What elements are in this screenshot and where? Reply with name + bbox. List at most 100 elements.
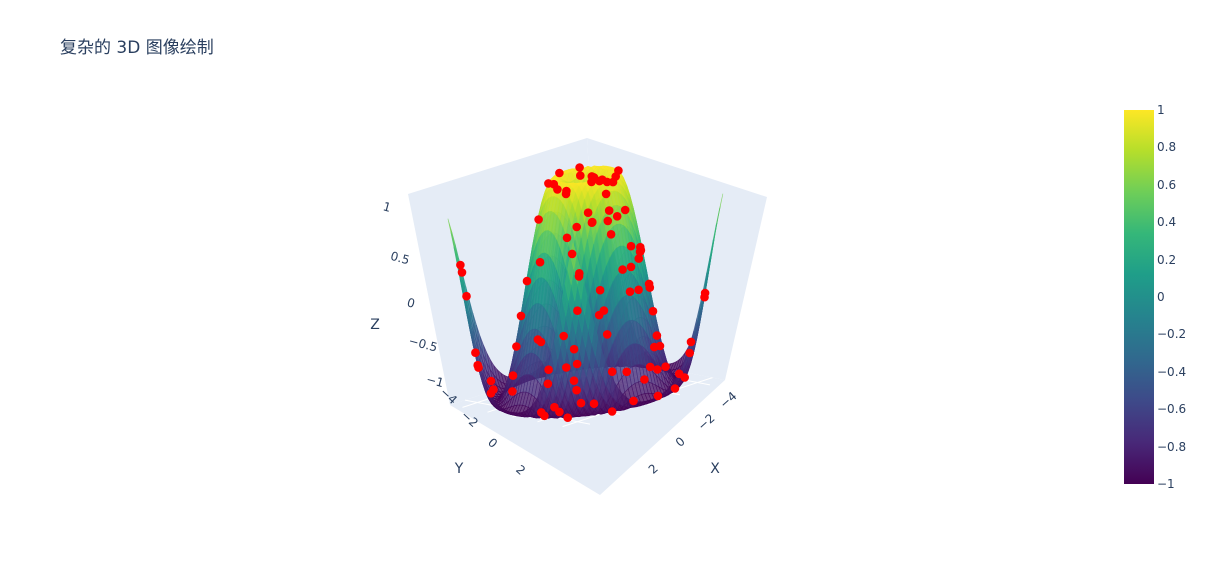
- scatter-point[interactable]: [569, 376, 579, 386]
- scatter-point[interactable]: [562, 233, 572, 243]
- scatter-point[interactable]: [573, 306, 582, 316]
- scatter-point[interactable]: [700, 288, 710, 298]
- scatter-point[interactable]: [544, 365, 553, 375]
- chart-title: 复杂的 3D 图像绘制: [60, 38, 214, 58]
- scatter-point[interactable]: [686, 337, 696, 347]
- colorbar-tick-label: −0.4: [1157, 364, 1187, 379]
- scatter-point[interactable]: [597, 175, 607, 184]
- scatter-point[interactable]: [563, 413, 572, 423]
- colorbar-tick-label: 1: [1157, 103, 1165, 117]
- scatter-point[interactable]: [595, 285, 605, 295]
- scatter-point[interactable]: [536, 337, 546, 347]
- y-tick-label: 2: [513, 462, 528, 478]
- scatter-point[interactable]: [594, 310, 604, 320]
- colorbar-tick-label: −0.8: [1157, 439, 1187, 454]
- scatter-point[interactable]: [549, 179, 559, 189]
- scatter-point[interactable]: [589, 399, 599, 409]
- z-tick-label: 0.5: [389, 249, 411, 267]
- scatter-point[interactable]: [535, 257, 545, 267]
- colorbar-tick-label: 0.8: [1157, 140, 1177, 155]
- scatter-point[interactable]: [567, 249, 577, 259]
- z-tick-label: −1: [425, 372, 446, 390]
- z-axis-label: Z: [370, 317, 380, 333]
- z-tick-label: 1: [382, 199, 393, 215]
- scatter-point[interactable]: [652, 331, 662, 340]
- scatter-point[interactable]: [588, 217, 597, 227]
- scatter-point[interactable]: [457, 268, 467, 277]
- surface[interactable]: [447, 165, 724, 419]
- scatter-point[interactable]: [644, 279, 654, 289]
- scatter-point[interactable]: [575, 269, 584, 278]
- scatter-point[interactable]: [486, 376, 496, 386]
- scatter-point[interactable]: [602, 330, 612, 339]
- scatter-point[interactable]: [645, 362, 655, 372]
- scatter-point[interactable]: [653, 365, 662, 374]
- colorbar-tick-label: 0.2: [1157, 252, 1177, 267]
- scatter-point[interactable]: [575, 163, 584, 172]
- scatter-point[interactable]: [680, 373, 689, 382]
- scatter-points[interactable]: [456, 163, 710, 423]
- scatter-point[interactable]: [634, 254, 644, 263]
- scatter-point[interactable]: [456, 260, 465, 270]
- scatter-point[interactable]: [622, 367, 631, 377]
- scatter-point[interactable]: [534, 215, 543, 224]
- scatter-point[interactable]: [607, 367, 617, 377]
- scatter-point[interactable]: [612, 212, 622, 221]
- scatter-point[interactable]: [555, 168, 564, 178]
- scatter-point[interactable]: [635, 247, 645, 257]
- scatter-point[interactable]: [661, 362, 670, 372]
- y-axis-label: Y: [454, 461, 464, 477]
- scatter-point[interactable]: [576, 171, 585, 180]
- scatter-point[interactable]: [508, 371, 518, 380]
- scatter-point[interactable]: [670, 384, 680, 393]
- scatter-point[interactable]: [611, 172, 620, 181]
- scatter-point[interactable]: [634, 285, 643, 295]
- scatter-point[interactable]: [572, 222, 581, 232]
- scatter-point[interactable]: [512, 342, 521, 351]
- scatter-point[interactable]: [508, 387, 517, 396]
- scatter-point[interactable]: [626, 262, 636, 272]
- scatter-point[interactable]: [607, 407, 617, 416]
- z-tick-label: −0.5: [407, 334, 439, 355]
- scatter-point[interactable]: [620, 205, 630, 215]
- scatter-point[interactable]: [473, 360, 483, 370]
- x-axis-label: X: [710, 461, 720, 477]
- scatter-point[interactable]: [537, 408, 546, 417]
- scatter-point[interactable]: [576, 398, 586, 408]
- x-tick-label: −4: [717, 389, 740, 411]
- scatter-point[interactable]: [562, 363, 571, 372]
- scatter-point[interactable]: [572, 359, 582, 369]
- scatter-point[interactable]: [629, 396, 638, 406]
- scatter-point[interactable]: [653, 391, 663, 401]
- scatter-point[interactable]: [604, 206, 614, 215]
- scatter-point[interactable]: [471, 348, 480, 358]
- scatter-point[interactable]: [572, 385, 581, 395]
- colorbar-tick-label: −0.2: [1157, 327, 1187, 342]
- scatter-point[interactable]: [606, 230, 616, 239]
- scatter-point[interactable]: [648, 306, 658, 316]
- scatter-point[interactable]: [462, 291, 471, 301]
- scatter-point[interactable]: [587, 172, 597, 181]
- scatter-point[interactable]: [489, 385, 498, 394]
- scatter-point[interactable]: [603, 216, 613, 226]
- scatter-point[interactable]: [601, 189, 611, 199]
- x-tick-label: 0: [673, 434, 688, 450]
- scatter-point[interactable]: [569, 344, 579, 354]
- scatter-point[interactable]: [516, 311, 526, 321]
- colorbar-tick-label: 0: [1157, 290, 1165, 304]
- scatter-point[interactable]: [543, 379, 553, 389]
- scatter-point[interactable]: [522, 276, 532, 286]
- colorbar-tick-label: 0.6: [1157, 177, 1177, 192]
- scatter-point[interactable]: [559, 331, 568, 341]
- scatter-point[interactable]: [626, 241, 636, 251]
- scatter-point[interactable]: [618, 265, 627, 274]
- scatter-point[interactable]: [655, 341, 665, 351]
- scatter-point[interactable]: [583, 208, 593, 217]
- scatter-point[interactable]: [640, 375, 649, 384]
- x-tick-label: −2: [695, 411, 718, 433]
- scatter-point[interactable]: [685, 348, 694, 358]
- scatter-point[interactable]: [625, 287, 635, 297]
- scatter-point[interactable]: [550, 402, 559, 412]
- scatter-point[interactable]: [562, 186, 571, 196]
